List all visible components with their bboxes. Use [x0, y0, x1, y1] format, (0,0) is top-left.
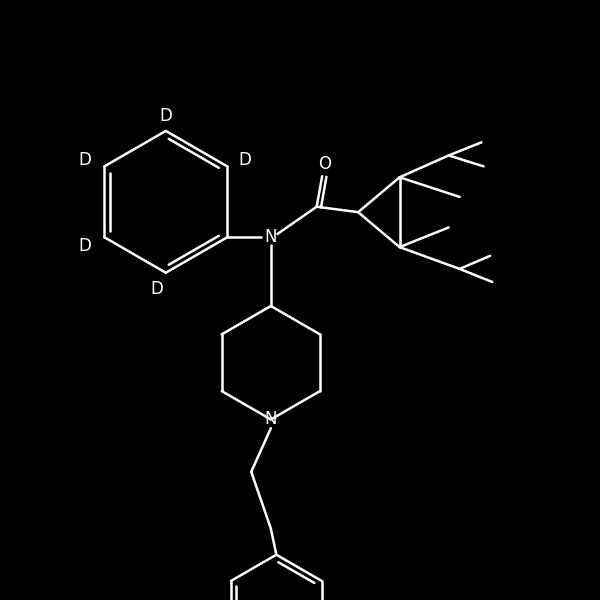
Text: D: D [79, 151, 91, 169]
Text: D: D [160, 107, 172, 125]
Text: N: N [265, 228, 277, 246]
Text: D: D [151, 280, 164, 298]
Text: D: D [79, 237, 91, 255]
Text: D: D [238, 151, 251, 169]
Text: N: N [265, 410, 277, 428]
Text: O: O [318, 155, 331, 173]
